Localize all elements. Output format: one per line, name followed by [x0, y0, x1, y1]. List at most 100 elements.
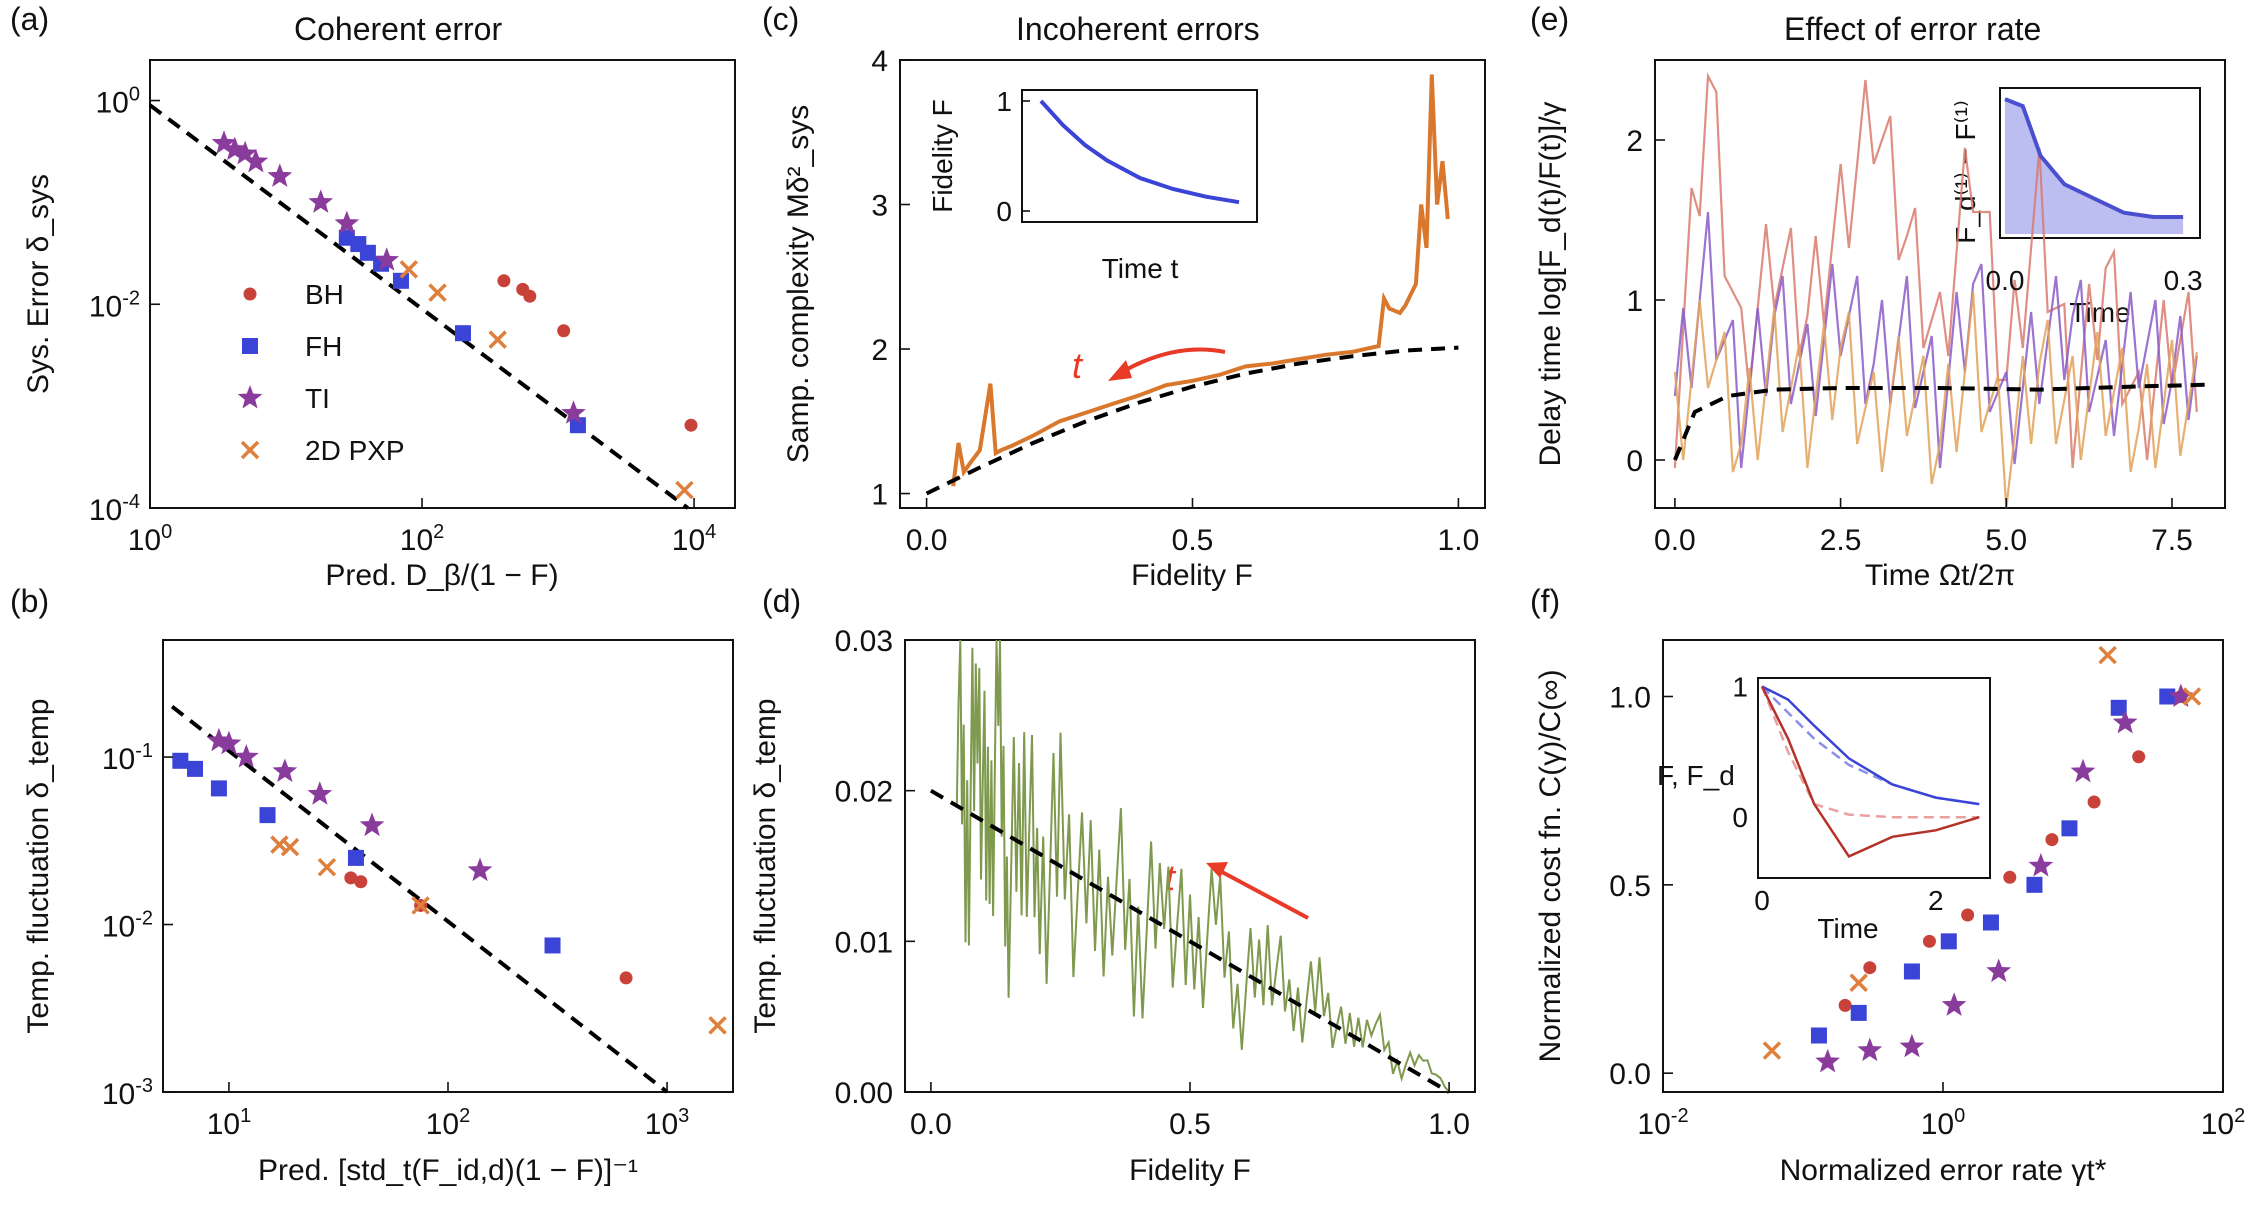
ylabel-b: Temp. fluctuation δ_temp	[22, 698, 55, 1033]
point-b-ti-1	[216, 730, 242, 755]
inset-xlabel-f: Time	[1817, 913, 1878, 944]
xtick-label-f-0: 10-2	[1637, 1105, 1688, 1141]
point-b-bh-3	[619, 971, 633, 985]
ytick-label-a-2: 100	[96, 84, 141, 120]
legend-marker-a-0	[243, 287, 257, 301]
legend-marker-a-2	[237, 385, 263, 409]
point-b-fh-4	[347, 849, 364, 866]
point-f-fh-2	[1903, 963, 1920, 980]
legend-label-bh: BH	[305, 279, 344, 310]
inset-axes-f	[1757, 677, 1991, 879]
arrow-d	[1221, 870, 1309, 920]
panel-title-c: Incoherent errors	[1016, 11, 1260, 47]
point-f-bh-3	[1961, 908, 1975, 922]
ytick-label-e-2: 2	[1626, 125, 1643, 158]
xlabel-c: Fidelity F	[1131, 559, 1253, 592]
point-a-2d-pxp-2	[488, 330, 507, 349]
point-a-fh-6	[569, 417, 586, 434]
xtick-label-b-2: 103	[645, 1105, 690, 1141]
point-b-bh-1	[354, 875, 368, 889]
point-b-2d-pxp-3	[411, 896, 430, 915]
series-line-e-2	[1673, 291, 2198, 509]
xlabel-f: Normalized error rate γt*	[1780, 1154, 2107, 1187]
ytick-label-b-2: 10-1	[102, 740, 153, 776]
ytick-label-f-0: 0.0	[1609, 1058, 1651, 1091]
point-b-2d-pxp-1	[280, 837, 300, 857]
point-a-ti-4	[267, 163, 293, 187]
point-a-ti-1	[222, 136, 248, 161]
point-f-ti-6	[2070, 758, 2096, 783]
point-b-fh-0	[172, 752, 189, 769]
ytick-label-d-3: 0.03	[835, 625, 893, 658]
panel-label-e: (e)	[1530, 1, 1569, 37]
point-a-bh-4	[684, 418, 698, 432]
ytick-label-b-1: 10-2	[102, 908, 153, 944]
xlabel-e: Time Ωt/2π	[1865, 559, 2015, 592]
point-f-2d-pxp-0	[1762, 1041, 1782, 1060]
legend-a: BH FH TI 2D PXP	[305, 279, 405, 466]
point-a-bh-0	[497, 274, 511, 288]
point-f-2d-pxp-2	[2098, 645, 2117, 665]
xtick-label-b-0: 101	[207, 1105, 252, 1141]
ytick-label-d-2: 0.02	[835, 776, 893, 809]
arrow-c	[1121, 347, 1226, 374]
point-f-2d-pxp-1	[1849, 973, 1868, 993]
point-f-bh-4	[2003, 870, 2017, 884]
point-a-ti-5	[308, 189, 334, 213]
xlabel-d: Fidelity F	[1129, 1154, 1251, 1187]
ylabel-d: Temp. fluctuation δ_temp	[749, 698, 782, 1033]
ytick-label-c-2: 3	[871, 190, 888, 223]
point-f-bh-6	[2087, 795, 2101, 809]
ytick-label-f-1: 0.5	[1609, 870, 1651, 903]
ylabel-f: Normalized cost fn. C(γ)/C(∞)	[1534, 669, 1567, 1062]
inset-ytick-label-c-0: 0	[996, 196, 1012, 227]
xtick-label-f-2: 102	[2201, 1105, 2246, 1141]
point-a-bh-3	[557, 324, 571, 338]
point-f-fh-7	[2110, 699, 2127, 716]
axes-f	[1662, 639, 2224, 1093]
ytick-label-d-1: 0.01	[835, 926, 893, 959]
point-b-fh-3	[259, 807, 276, 824]
xtick-label-d-1: 0.5	[1169, 1108, 1211, 1141]
ytick-label-b-0: 10-3	[102, 1075, 153, 1111]
xtick-label-f-1: 100	[1921, 1105, 1966, 1141]
xlabel-b: Pred. [std_t(F_id,d)(1 − F)]⁻¹	[258, 1154, 638, 1187]
inset-ytick-label-f-0: 0	[1732, 802, 1748, 833]
point-f-bh-0	[1838, 998, 1852, 1012]
point-f-ti-4	[1986, 958, 2012, 982]
axes-b	[162, 639, 734, 1093]
point-a-ti-8	[561, 400, 586, 424]
point-a-ti-2	[232, 140, 258, 165]
panel-label-b: (b)	[10, 583, 49, 619]
inset-line-f-red	[1760, 685, 1980, 858]
ytick-label-e-0: 0	[1626, 445, 1643, 478]
point-a-2d-pxp-3	[675, 480, 694, 500]
axes-c	[899, 59, 1486, 509]
point-f-ti-0	[1815, 1048, 1840, 1073]
inset-ylabel-f: F, F_d	[1657, 760, 1735, 791]
series-line-c	[951, 74, 1450, 487]
ytick-label-e-1: 1	[1626, 285, 1643, 318]
point-a-ti-7	[374, 247, 400, 271]
panel-title-a: Coherent error	[294, 11, 502, 47]
xtick-label-a-1: 102	[400, 521, 445, 557]
point-a-ti-6	[334, 210, 360, 235]
panel-label-a: (a)	[10, 1, 49, 37]
inset-xtick-label-e-1: 0.3	[2164, 265, 2203, 296]
inset-xtick-label-f-0: 0	[1754, 885, 1770, 916]
point-f-ti-7	[2112, 709, 2138, 734]
legend-marker-a-1	[242, 338, 258, 354]
point-f-ti-1	[1857, 1037, 1883, 1062]
legend-label-ti: TI	[305, 383, 330, 414]
fit-line-c	[925, 345, 1459, 496]
point-b-ti-4	[307, 781, 333, 805]
point-b-ti-2	[233, 744, 259, 768]
point-f-fh-5	[2026, 876, 2043, 893]
inset-xtick-label-e-0: 0.0	[1986, 265, 2025, 296]
legend-label-fh: FH	[305, 331, 342, 362]
xtick-label-e-0: 0.0	[1654, 524, 1696, 557]
point-a-fh-5	[454, 325, 471, 342]
ytick-label-a-1: 10-2	[89, 287, 140, 323]
fit-line-b	[170, 705, 669, 1094]
